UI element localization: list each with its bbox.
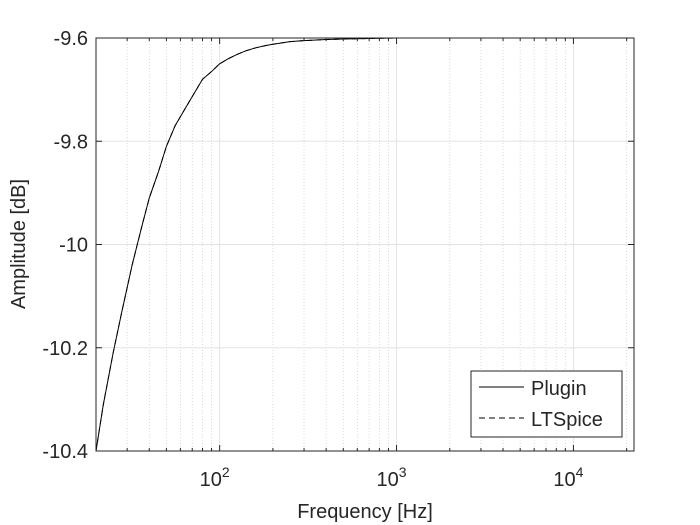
axis-ticks [95, 37, 634, 452]
y-tick-label: -10 [59, 235, 88, 257]
legend: Plugin LTSpice [470, 370, 623, 438]
x-tick-label: 103 [377, 464, 407, 491]
x-tick-label: 102 [200, 464, 230, 491]
x-axis-label: Frequency [Hz] [297, 501, 433, 523]
y-tick-labels: -9.6 -9.8 -10 -10.2 -10.4 [42, 28, 88, 463]
y-axis-label: Amplitude [dB] [8, 179, 30, 309]
y-tick-label: -9.6 [54, 28, 88, 50]
legend-label-plugin: Plugin [531, 378, 587, 400]
x-tick-labels: 102 103 104 [200, 464, 584, 491]
y-tick-label: -10.4 [42, 441, 88, 463]
y-tick-label: -9.8 [54, 131, 88, 153]
legend-label-ltspice: LTSpice [531, 409, 603, 431]
x-tick-label: 104 [553, 464, 583, 491]
legend-box [470, 370, 623, 438]
y-tick-label: -10.2 [42, 338, 88, 360]
series-line-ltspice [95, 37, 634, 452]
